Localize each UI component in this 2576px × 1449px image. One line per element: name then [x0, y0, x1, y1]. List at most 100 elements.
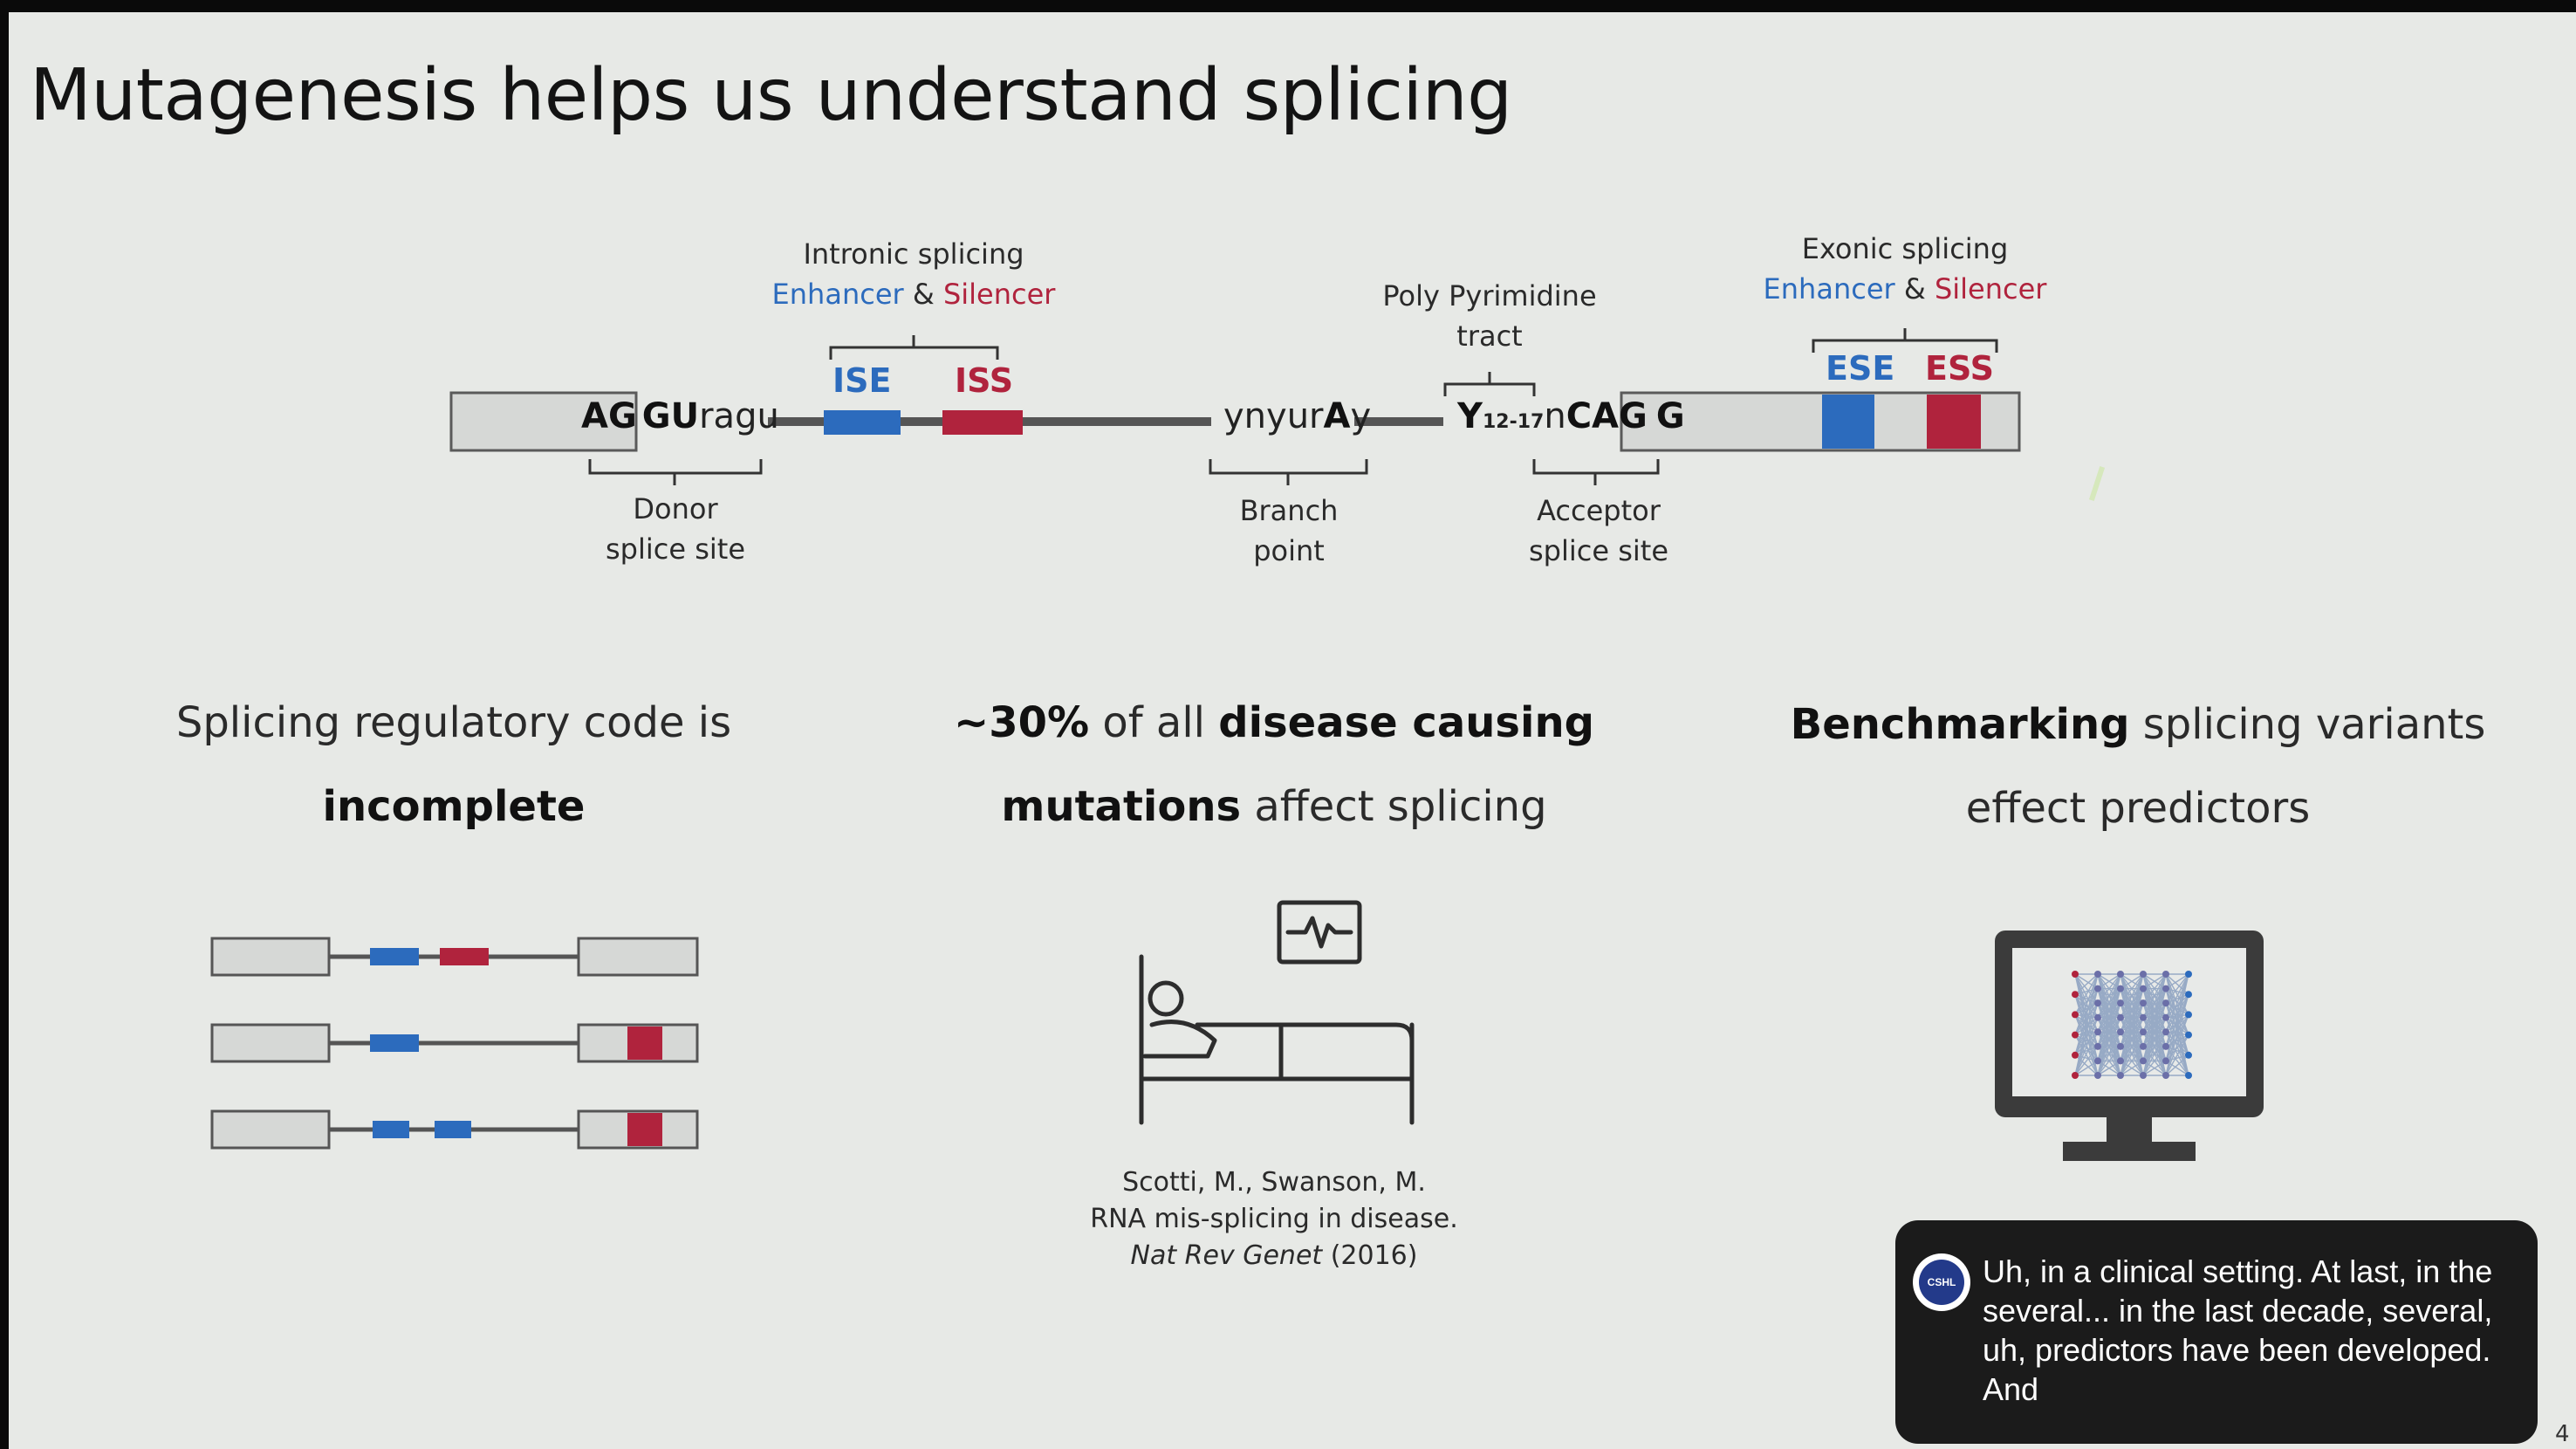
caption-text: Uh, in a clinical setting. At last, in t… [1983, 1253, 2493, 1407]
intronic-bracket [829, 335, 999, 360]
tract-bracket [1443, 372, 1536, 396]
network-edge [2120, 1060, 2144, 1076]
network-edge [2074, 1002, 2099, 1056]
exonic-splicing-label: Exonic splicing Enhancer & Silencer [1763, 232, 2047, 306]
ese-label: ESE [1826, 349, 1895, 388]
network-edge [2142, 1002, 2167, 1076]
network-edge [2165, 993, 2189, 1033]
network-node [2117, 1042, 2124, 1050]
network-edge [2165, 988, 2189, 1076]
network-edge [2142, 988, 2167, 1076]
network-edge [2165, 1014, 2189, 1076]
network-edge [2165, 993, 2189, 1019]
network-node [2185, 1072, 2192, 1079]
network-node [2072, 1011, 2079, 1019]
network-edge [2142, 973, 2167, 990]
branch-bracket [1209, 459, 1368, 485]
network-edge [2165, 973, 2189, 1004]
ess-label: ESS [1925, 349, 1994, 388]
right-column-heading: Benchmarking splicing variants effect pr… [1790, 700, 2486, 833]
network-node [2185, 971, 2192, 978]
network-edge [2165, 1002, 2189, 1076]
network-edge [2165, 994, 2189, 1076]
network-node [2140, 971, 2147, 978]
donor-label: Donor splice site [605, 492, 745, 566]
network-edge [2097, 973, 2121, 1033]
network-edge [2074, 1002, 2099, 1076]
citation: Scotti, M., Swanson, M. RNA mis-splicing… [1090, 1167, 1458, 1271]
network-node [2140, 1013, 2147, 1021]
network-node [2072, 991, 2079, 999]
network-edge [2097, 1046, 2121, 1076]
network-edge [2074, 1046, 2099, 1056]
network-edge [2142, 1017, 2167, 1076]
slide-title: Mutagenesis helps us understand splicing [30, 54, 1512, 137]
network-edge [2165, 1054, 2189, 1076]
polypyrimidine-label: Poly Pyrimidine tract [1382, 279, 1597, 353]
network-edge [2074, 973, 2099, 1035]
network-edge [2097, 1060, 2121, 1076]
network-node [2072, 971, 2079, 978]
network-edge [2142, 973, 2167, 1019]
network-node [2162, 1057, 2169, 1065]
cshl-logo-text: CSHL [1919, 1260, 1964, 1305]
network-node [2117, 985, 2124, 992]
network-edge [2120, 973, 2144, 990]
ess-element [1927, 395, 1981, 449]
network-node [2162, 1042, 2169, 1050]
donor-sequence: AG GUragu [581, 396, 779, 436]
variant-row-3 [210, 1109, 699, 1150]
network-edge [2165, 1034, 2189, 1076]
network-node [2140, 1042, 2147, 1050]
network-edge [2142, 973, 2167, 1004]
network-edge [2142, 1060, 2167, 1076]
ise-label: ISE [832, 361, 892, 400]
network-edge [2074, 1031, 2099, 1056]
network-edge [2074, 988, 2099, 1035]
network-node [2185, 1051, 2192, 1059]
acceptor-bracket [1532, 459, 1660, 485]
exonic-bracket [1812, 328, 1998, 353]
ese-element [1822, 395, 1874, 449]
network-node [2094, 999, 2101, 1007]
network-node [2185, 991, 2192, 999]
network-node [2094, 971, 2101, 978]
network-edge [2120, 1002, 2144, 1076]
network-node [2117, 1013, 2124, 1021]
network-edge [2120, 973, 2144, 1019]
network-edge [2074, 1002, 2099, 1036]
iss-element [942, 410, 1023, 435]
network-node [2094, 985, 2101, 992]
network-edge [2097, 1002, 2121, 1076]
network-edge [2074, 1060, 2099, 1076]
network-edge [2074, 973, 2099, 995]
network-node [2162, 999, 2169, 1007]
network-node [2185, 1011, 2192, 1019]
network-edge [2097, 1031, 2121, 1076]
network-node [2162, 971, 2169, 978]
live-caption-box: CSHL Uh, in a clinical setting. At last,… [1895, 1220, 2538, 1444]
network-edge [2120, 973, 2144, 1004]
network-edge [2165, 973, 2189, 1033]
page-number: 4 [2555, 1421, 2570, 1447]
network-edge [2142, 1046, 2167, 1076]
network-node [2117, 1072, 2124, 1079]
variant-row-2 [210, 1023, 699, 1063]
network-edge [2142, 973, 2167, 1033]
network-nodes [2072, 971, 2192, 1079]
presentation-slide: Mutagenesis helps us understand splicing… [9, 12, 2576, 1449]
network-edge [2120, 973, 2144, 1033]
network-node [2140, 1072, 2147, 1079]
network-node [2094, 1042, 2101, 1050]
network-node [2072, 1031, 2079, 1039]
network-edge [2165, 973, 2189, 1019]
network-node [2140, 1057, 2147, 1065]
intronic-splicing-label: Intronic splicing Enhancer & Silencer [771, 237, 1056, 311]
network-edge [2120, 1031, 2144, 1076]
variant-row-1 [210, 937, 699, 977]
network-node [2094, 1072, 2101, 1079]
network-edge [2142, 1031, 2167, 1076]
branch-label: Branch point [1239, 494, 1339, 567]
network-edge [2074, 973, 2099, 1055]
